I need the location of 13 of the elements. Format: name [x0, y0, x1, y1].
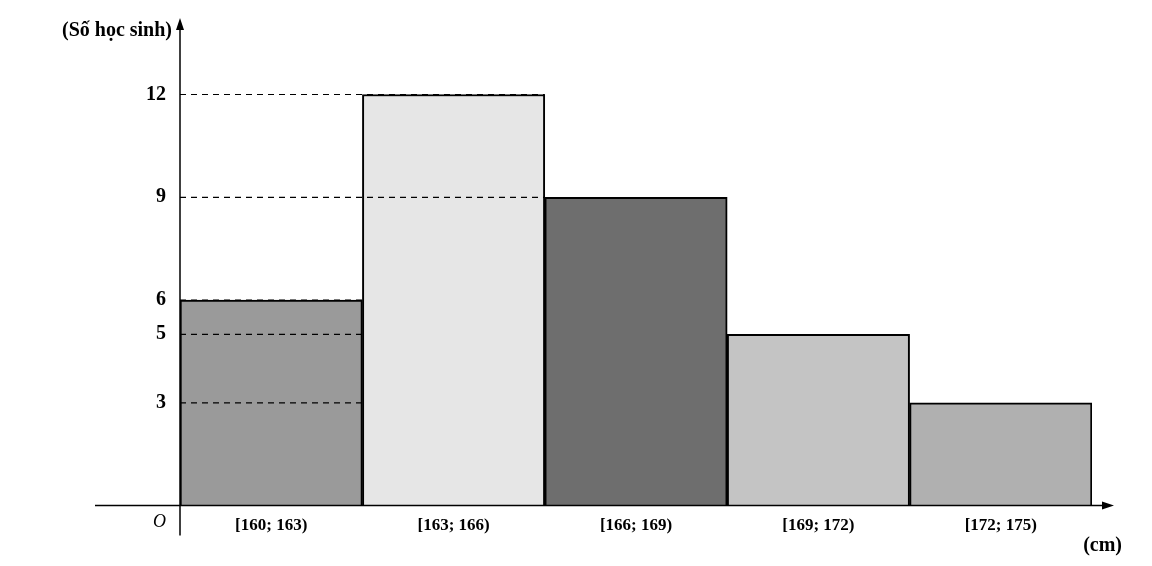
x-tick-label: [166; 169) — [599, 515, 673, 535]
x-axis-title: (cm) — [1083, 532, 1122, 556]
x-tick-label: [163; 166) — [417, 515, 490, 535]
y-tick-label: 6 — [156, 287, 166, 310]
y-tick-label: 5 — [156, 321, 166, 344]
x-tick-label: [169; 172) — [782, 515, 855, 535]
y-tick-label: 12 — [146, 81, 166, 104]
x-tick-label: [160; 163) — [235, 515, 308, 535]
y-tick-label: 3 — [156, 390, 166, 412]
y-axis-title: (Số học sinh) — [61, 18, 172, 42]
x-tick-label: [172; 175) — [964, 515, 1037, 535]
text: O — [153, 511, 166, 532]
y-tick-label: 9 — [156, 184, 166, 207]
